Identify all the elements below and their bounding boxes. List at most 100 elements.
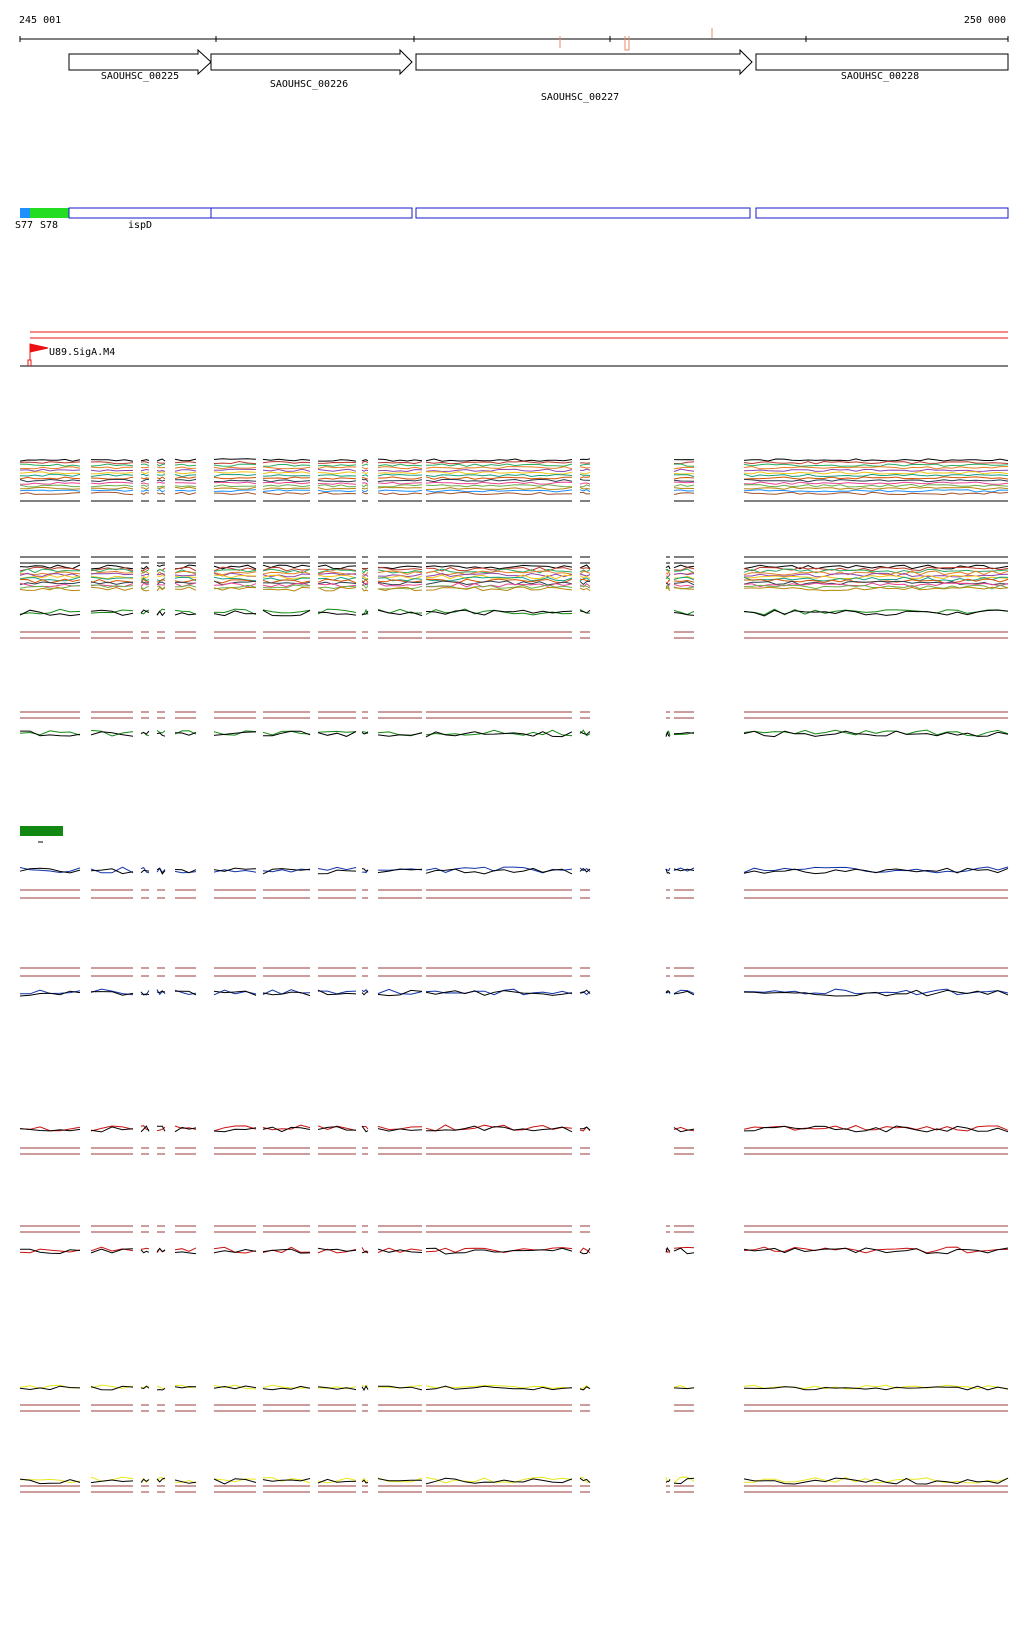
track-series-line bbox=[156, 867, 166, 875]
track-series-line bbox=[156, 489, 166, 493]
track-series-line bbox=[425, 1247, 573, 1254]
track-series-line bbox=[174, 1386, 197, 1389]
track-series-line bbox=[213, 476, 257, 480]
track-series-line bbox=[174, 609, 197, 615]
track-series-line bbox=[140, 1249, 150, 1254]
track-series-line bbox=[673, 564, 695, 569]
track-series-line bbox=[743, 460, 1009, 465]
track-series-line bbox=[579, 486, 591, 490]
gene-box[interactable] bbox=[755, 53, 1009, 71]
track-series-line bbox=[262, 487, 311, 490]
track-series-line bbox=[262, 1384, 310, 1389]
track-series-line bbox=[19, 1248, 81, 1254]
track-series-line bbox=[425, 609, 573, 616]
track-series-line bbox=[425, 466, 573, 470]
track-series-line bbox=[19, 1385, 81, 1391]
track-series-line bbox=[425, 481, 573, 485]
track-series-line bbox=[673, 612, 695, 616]
track-series-line bbox=[317, 466, 357, 469]
track-series-line bbox=[743, 1385, 1009, 1391]
track-series-line bbox=[140, 582, 150, 588]
track-series-line bbox=[262, 1126, 311, 1133]
track-series-line bbox=[673, 472, 695, 475]
track-series-line bbox=[213, 1385, 257, 1390]
track-series-line bbox=[426, 1125, 573, 1133]
segment-ispd[interactable] bbox=[68, 207, 212, 219]
track-series-line bbox=[317, 491, 357, 495]
track-series-line bbox=[213, 610, 257, 617]
track-series-line bbox=[579, 1386, 591, 1391]
coordinate-ruler: 245 001 250 000 bbox=[19, 15, 1009, 51]
track-series-line bbox=[361, 573, 369, 577]
segment-label-s78: S78 bbox=[40, 220, 58, 231]
track-series-line bbox=[743, 491, 1009, 496]
track-series-line bbox=[213, 569, 257, 573]
track-series-line bbox=[673, 466, 695, 470]
track-series-line bbox=[579, 471, 591, 475]
track-series-line bbox=[579, 575, 591, 579]
track-series-line bbox=[90, 988, 134, 996]
track-series-line bbox=[317, 1386, 357, 1391]
track-series-line bbox=[156, 1387, 166, 1391]
track-series-line bbox=[90, 469, 133, 472]
gene-saouhsc-00226[interactable]: SAOUHSC_00226 bbox=[210, 48, 413, 90]
track-series-line bbox=[579, 731, 591, 736]
track-series-line bbox=[361, 459, 369, 462]
track-series-line bbox=[361, 484, 369, 488]
track-series-line bbox=[579, 458, 591, 461]
track-series-line bbox=[174, 476, 197, 479]
segment-s77[interactable] bbox=[20, 208, 30, 218]
track-series-line bbox=[317, 989, 357, 996]
track-series-line bbox=[665, 565, 671, 570]
track-series-line bbox=[262, 458, 311, 462]
track-series-line bbox=[174, 1126, 197, 1133]
track-series-line bbox=[317, 468, 357, 472]
track-series-line bbox=[175, 584, 197, 588]
segment-box[interactable] bbox=[415, 207, 751, 219]
track-series-line bbox=[673, 1387, 695, 1390]
track-series-line bbox=[90, 570, 134, 575]
track-series-line bbox=[90, 731, 134, 737]
gene-saouhsc-00225[interactable]: SAOUHSC_00225 bbox=[68, 48, 212, 82]
track-series-line bbox=[174, 478, 197, 482]
promoter-flag-icon[interactable] bbox=[29, 343, 49, 360]
track-series-line bbox=[156, 1386, 166, 1390]
segment-s78[interactable] bbox=[30, 208, 69, 218]
track-series-line bbox=[213, 486, 257, 490]
segment-box[interactable] bbox=[210, 207, 413, 219]
track-series-line bbox=[673, 492, 695, 495]
track-series-line bbox=[156, 1247, 166, 1253]
gene-arrow[interactable] bbox=[68, 48, 212, 76]
segment-box[interactable] bbox=[755, 207, 1009, 219]
track-series-line bbox=[743, 730, 1009, 738]
track-series-line bbox=[140, 478, 150, 483]
track-series-line bbox=[361, 567, 369, 570]
track-series-line bbox=[425, 608, 573, 616]
track-series-line bbox=[425, 572, 573, 578]
track-series-line bbox=[317, 869, 357, 875]
gene-arrow[interactable] bbox=[210, 48, 413, 76]
track-series-line bbox=[156, 1477, 166, 1483]
track-series-line bbox=[425, 576, 573, 582]
gene-saouhsc-00228[interactable]: SAOUHSC_00228 bbox=[755, 53, 1009, 82]
track-series-line bbox=[262, 1124, 311, 1131]
track-series-line bbox=[377, 1128, 423, 1132]
track-series-line bbox=[743, 476, 1009, 480]
track-series-line bbox=[140, 565, 150, 570]
track-series-line bbox=[19, 478, 81, 483]
promoter-track: U89.SigA.M4 bbox=[20, 331, 1008, 367]
track-series-line bbox=[673, 990, 695, 996]
track-series-line bbox=[377, 486, 423, 489]
track-series-line bbox=[579, 585, 591, 589]
track-series-line bbox=[743, 564, 1009, 570]
gene-saouhsc-00227[interactable]: SAOUHSC_00227 bbox=[415, 48, 753, 103]
track-series-line bbox=[213, 867, 257, 872]
gene-arrow[interactable] bbox=[415, 48, 753, 76]
track-series-line bbox=[174, 485, 197, 488]
track-series-line bbox=[213, 481, 257, 485]
track-series-line bbox=[425, 491, 573, 496]
track-series-line bbox=[90, 489, 134, 492]
track-series-line bbox=[425, 1476, 573, 1484]
track-series-line bbox=[743, 866, 1009, 874]
